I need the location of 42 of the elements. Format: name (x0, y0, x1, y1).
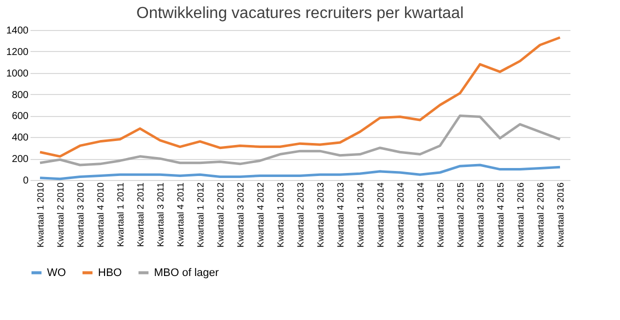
y-tick-label: 1400 (6, 26, 29, 36)
x-tick-label: Kwartaal 3 2011 (156, 182, 166, 247)
x-tick-label: Kwartaal 4 2010 (96, 182, 106, 248)
line-series (38, 114, 562, 166)
x-tick-label: Kwartaal 2 2014 (376, 182, 386, 248)
x-tick-label: Kwartaal 1 2010 (36, 182, 46, 248)
y-tick-label: 1000 (6, 68, 29, 80)
x-tick-label: Kwartaal 1 2015 (436, 182, 446, 248)
legend-label: MBO of lager (154, 266, 220, 279)
x-tick-label: Kwartaal 2 2013 (296, 182, 306, 248)
x-tick-label: Kwartaal 2 2015 (456, 182, 466, 248)
x-tick-label: Kwartaal 3 2016 (556, 182, 566, 248)
legend-label: HBO (98, 266, 122, 279)
x-tick-label: Kwartaal 1 2012 (196, 182, 206, 248)
x-tick-label: Kwartaal 1 2011 (116, 182, 126, 247)
x-tick-label: Kwartaal 4 2012 (256, 182, 266, 248)
y-tick-label: 1200 (6, 46, 29, 58)
y-tick-label: 600 (12, 111, 29, 122)
x-tick-label: Kwartaal 4 2013 (336, 182, 346, 248)
y-tick-label: 800 (12, 90, 29, 101)
y-tick-label: 0 (22, 176, 29, 186)
x-tick-label: Kwartaal 1 2014 (356, 182, 366, 248)
x-tick-label: Kwartaal 3 2013 (316, 182, 326, 248)
x-tick-label: Kwartaal 1 2016 (516, 182, 526, 248)
y-tick-label: 200 (12, 154, 29, 166)
x-tick-label: Kwartaal 3 2014 (396, 182, 406, 248)
x-tick-label: Kwartaal 4 2015 (496, 182, 506, 248)
y-tick-label: 400 (12, 132, 29, 144)
x-tick-label: Kwartaal 4 2014 (416, 182, 426, 248)
x-tick-label: Kwartaal 2 2012 (216, 182, 226, 248)
x-tick-label: Kwartaal 2 2016 (536, 182, 546, 248)
x-tick-label: Kwartaal 2 2010 (56, 182, 66, 248)
x-tick-label: Kwartaal 4 2011 (176, 182, 186, 247)
x-tick-label: Kwartaal 3 2012 (236, 182, 246, 248)
x-tick-label: Kwartaal 2 2011 (136, 182, 146, 247)
line-series (38, 36, 562, 158)
x-tick-label: Kwartaal 3 2015 (476, 182, 486, 248)
x-tick-label: Kwartaal 3 2010 (76, 182, 86, 248)
x-tick-label: Kwartaal 1 2013 (276, 182, 286, 248)
chart-title: Ontwikkeling vacatures recruiters per kwartaal (136, 5, 464, 22)
legend-label: WO (47, 266, 66, 279)
line-series (38, 164, 562, 180)
